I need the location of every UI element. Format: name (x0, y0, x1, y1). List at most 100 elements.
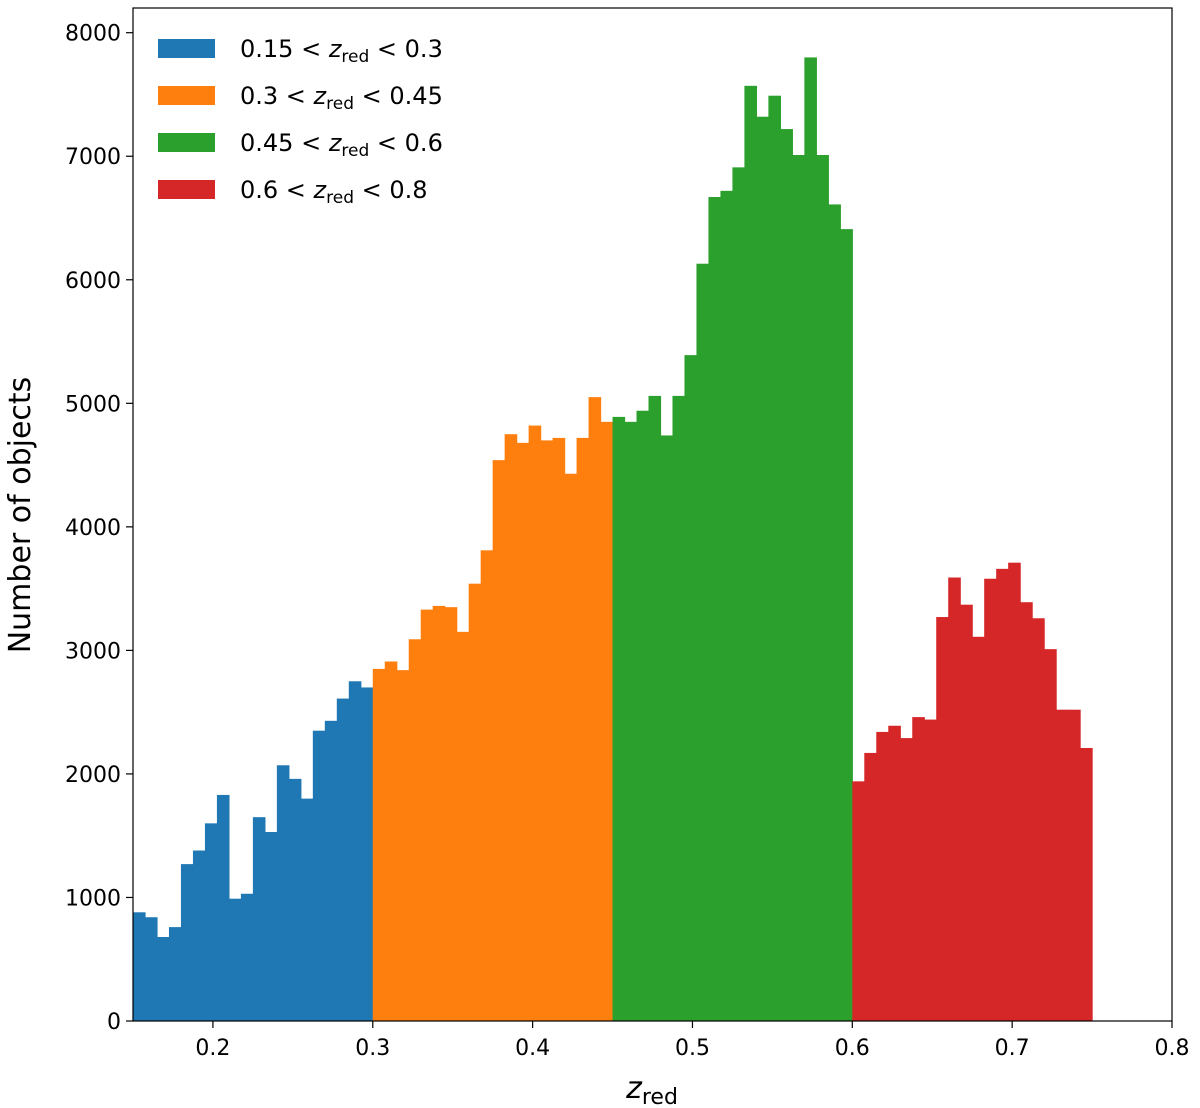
y-tick-label: 6000 (65, 269, 121, 294)
histogram-bar (336, 698, 350, 1021)
histogram-bar (204, 823, 218, 1021)
histogram-bar (768, 95, 781, 1021)
legend-label: 0.6 < zred < 0.8 (240, 176, 428, 208)
legend-item: 0.15 < zred < 0.3 (158, 35, 443, 67)
histogram-bar (348, 681, 362, 1021)
histogram-bar (636, 410, 650, 1022)
histogram-bar (552, 437, 566, 1021)
histogram-bar (1044, 649, 1057, 1021)
histogram-bar (528, 425, 542, 1021)
legend-label: 0.15 < zred < 0.3 (240, 35, 443, 67)
histogram-bar (1020, 602, 1033, 1021)
histogram-bar (912, 717, 925, 1021)
histogram-bar (540, 440, 554, 1021)
legend-item: 0.6 < zred < 0.8 (158, 176, 428, 208)
histogram-bar (360, 687, 374, 1021)
x-tick-label: 0.4 (515, 1036, 550, 1061)
x-tick-label: 0.7 (995, 1036, 1030, 1061)
legend-swatch (158, 39, 215, 58)
histogram-bar (924, 719, 937, 1021)
histogram-bar (876, 731, 889, 1021)
legend: 0.15 < zred < 0.3 0.3 < zred < 0.45 0.45 <… (158, 35, 443, 208)
histogram-bar (1008, 562, 1021, 1021)
x-tick-label: 0.3 (355, 1036, 390, 1061)
histogram-bar (1056, 709, 1069, 1021)
legend-swatch (158, 86, 215, 105)
y-axis-title: Number of objects (3, 377, 38, 654)
histogram-bar (648, 395, 662, 1021)
legend-swatch (158, 133, 215, 152)
histogram-bar (696, 263, 710, 1022)
histogram-bar (720, 190, 734, 1021)
histogram-bar (492, 460, 506, 1021)
histogram-bar (624, 421, 638, 1022)
y-tick-label: 7000 (65, 145, 121, 170)
histogram-bar (948, 577, 961, 1021)
histogram-bar (480, 550, 494, 1021)
histogram-bar (984, 578, 997, 1021)
histogram-bar (840, 229, 853, 1021)
x-tick-label: 0.2 (195, 1036, 230, 1061)
histogram-bar (264, 831, 278, 1021)
histogram-bar (216, 794, 230, 1021)
histogram-bar (936, 617, 949, 1021)
histogram-bar (228, 898, 242, 1021)
histogram-bars (133, 57, 1093, 1022)
histogram-bar (300, 798, 314, 1021)
histogram-bar (516, 442, 530, 1022)
x-axis-title-sub: red (642, 1085, 678, 1108)
histogram-bar (660, 435, 674, 1021)
histogram-bar (816, 155, 829, 1021)
histogram-bar (180, 864, 194, 1021)
histogram-bar (732, 167, 746, 1022)
legend-item: 0.45 < zred < 0.6 (158, 129, 443, 161)
y-tick-label: 2000 (65, 763, 121, 788)
histogram-bar (396, 670, 410, 1021)
legend-item: 0.3 < zred < 0.45 (158, 82, 443, 114)
histogram-bar (588, 397, 602, 1021)
histogram-bar (144, 917, 158, 1021)
histogram-bar (864, 752, 877, 1021)
x-axis: 0.2 0.3 0.4 0.5 0.6 0.7 0.8 (195, 1021, 1190, 1061)
histogram-bar (168, 927, 182, 1021)
x-axis-title: zred (625, 1071, 678, 1108)
x-tick-label: 0.8 (1155, 1036, 1190, 1061)
histogram-bar (960, 604, 973, 1021)
y-tick-label: 0 (107, 1010, 121, 1035)
histogram-bar (312, 730, 326, 1021)
histogram-bar (756, 116, 769, 1021)
histogram-bar (792, 155, 805, 1021)
histogram-bar (804, 57, 817, 1022)
histogram-bar (408, 639, 422, 1021)
legend-label: 0.3 < zred < 0.45 (240, 82, 443, 114)
histogram-bar (1080, 747, 1093, 1021)
histogram-bar (432, 605, 446, 1021)
y-tick-label: 4000 (65, 516, 121, 541)
histogram-bar (708, 197, 722, 1021)
histogram-bar (852, 781, 865, 1021)
plot-frame (132, 7, 1173, 1022)
histogram-bar (372, 668, 386, 1021)
histogram-bar (324, 720, 338, 1021)
histogram-bar (600, 421, 614, 1022)
histogram-bar (456, 631, 470, 1021)
histogram-bar (780, 129, 793, 1021)
histogram-bar (684, 355, 698, 1021)
histogram-bar (996, 568, 1009, 1021)
histogram-bar (672, 395, 686, 1021)
histogram-bar (576, 437, 590, 1021)
y-axis: 0 1000 2000 3000 4000 5000 6000 7000 8000 (65, 22, 133, 1035)
x-axis-title-main: z (625, 1071, 643, 1106)
histogram-bar (744, 85, 757, 1021)
histogram-bar (252, 817, 266, 1021)
histogram-bar (1032, 618, 1045, 1021)
y-tick-label: 1000 (65, 886, 121, 911)
legend-label: 0.45 < zred < 0.6 (240, 129, 443, 161)
legend-swatch (158, 180, 215, 199)
histogram-bar (288, 778, 302, 1021)
histogram-bar (444, 607, 458, 1021)
histogram-bar (828, 204, 841, 1022)
histogram-bar (504, 434, 518, 1021)
histogram-bar (240, 893, 254, 1021)
